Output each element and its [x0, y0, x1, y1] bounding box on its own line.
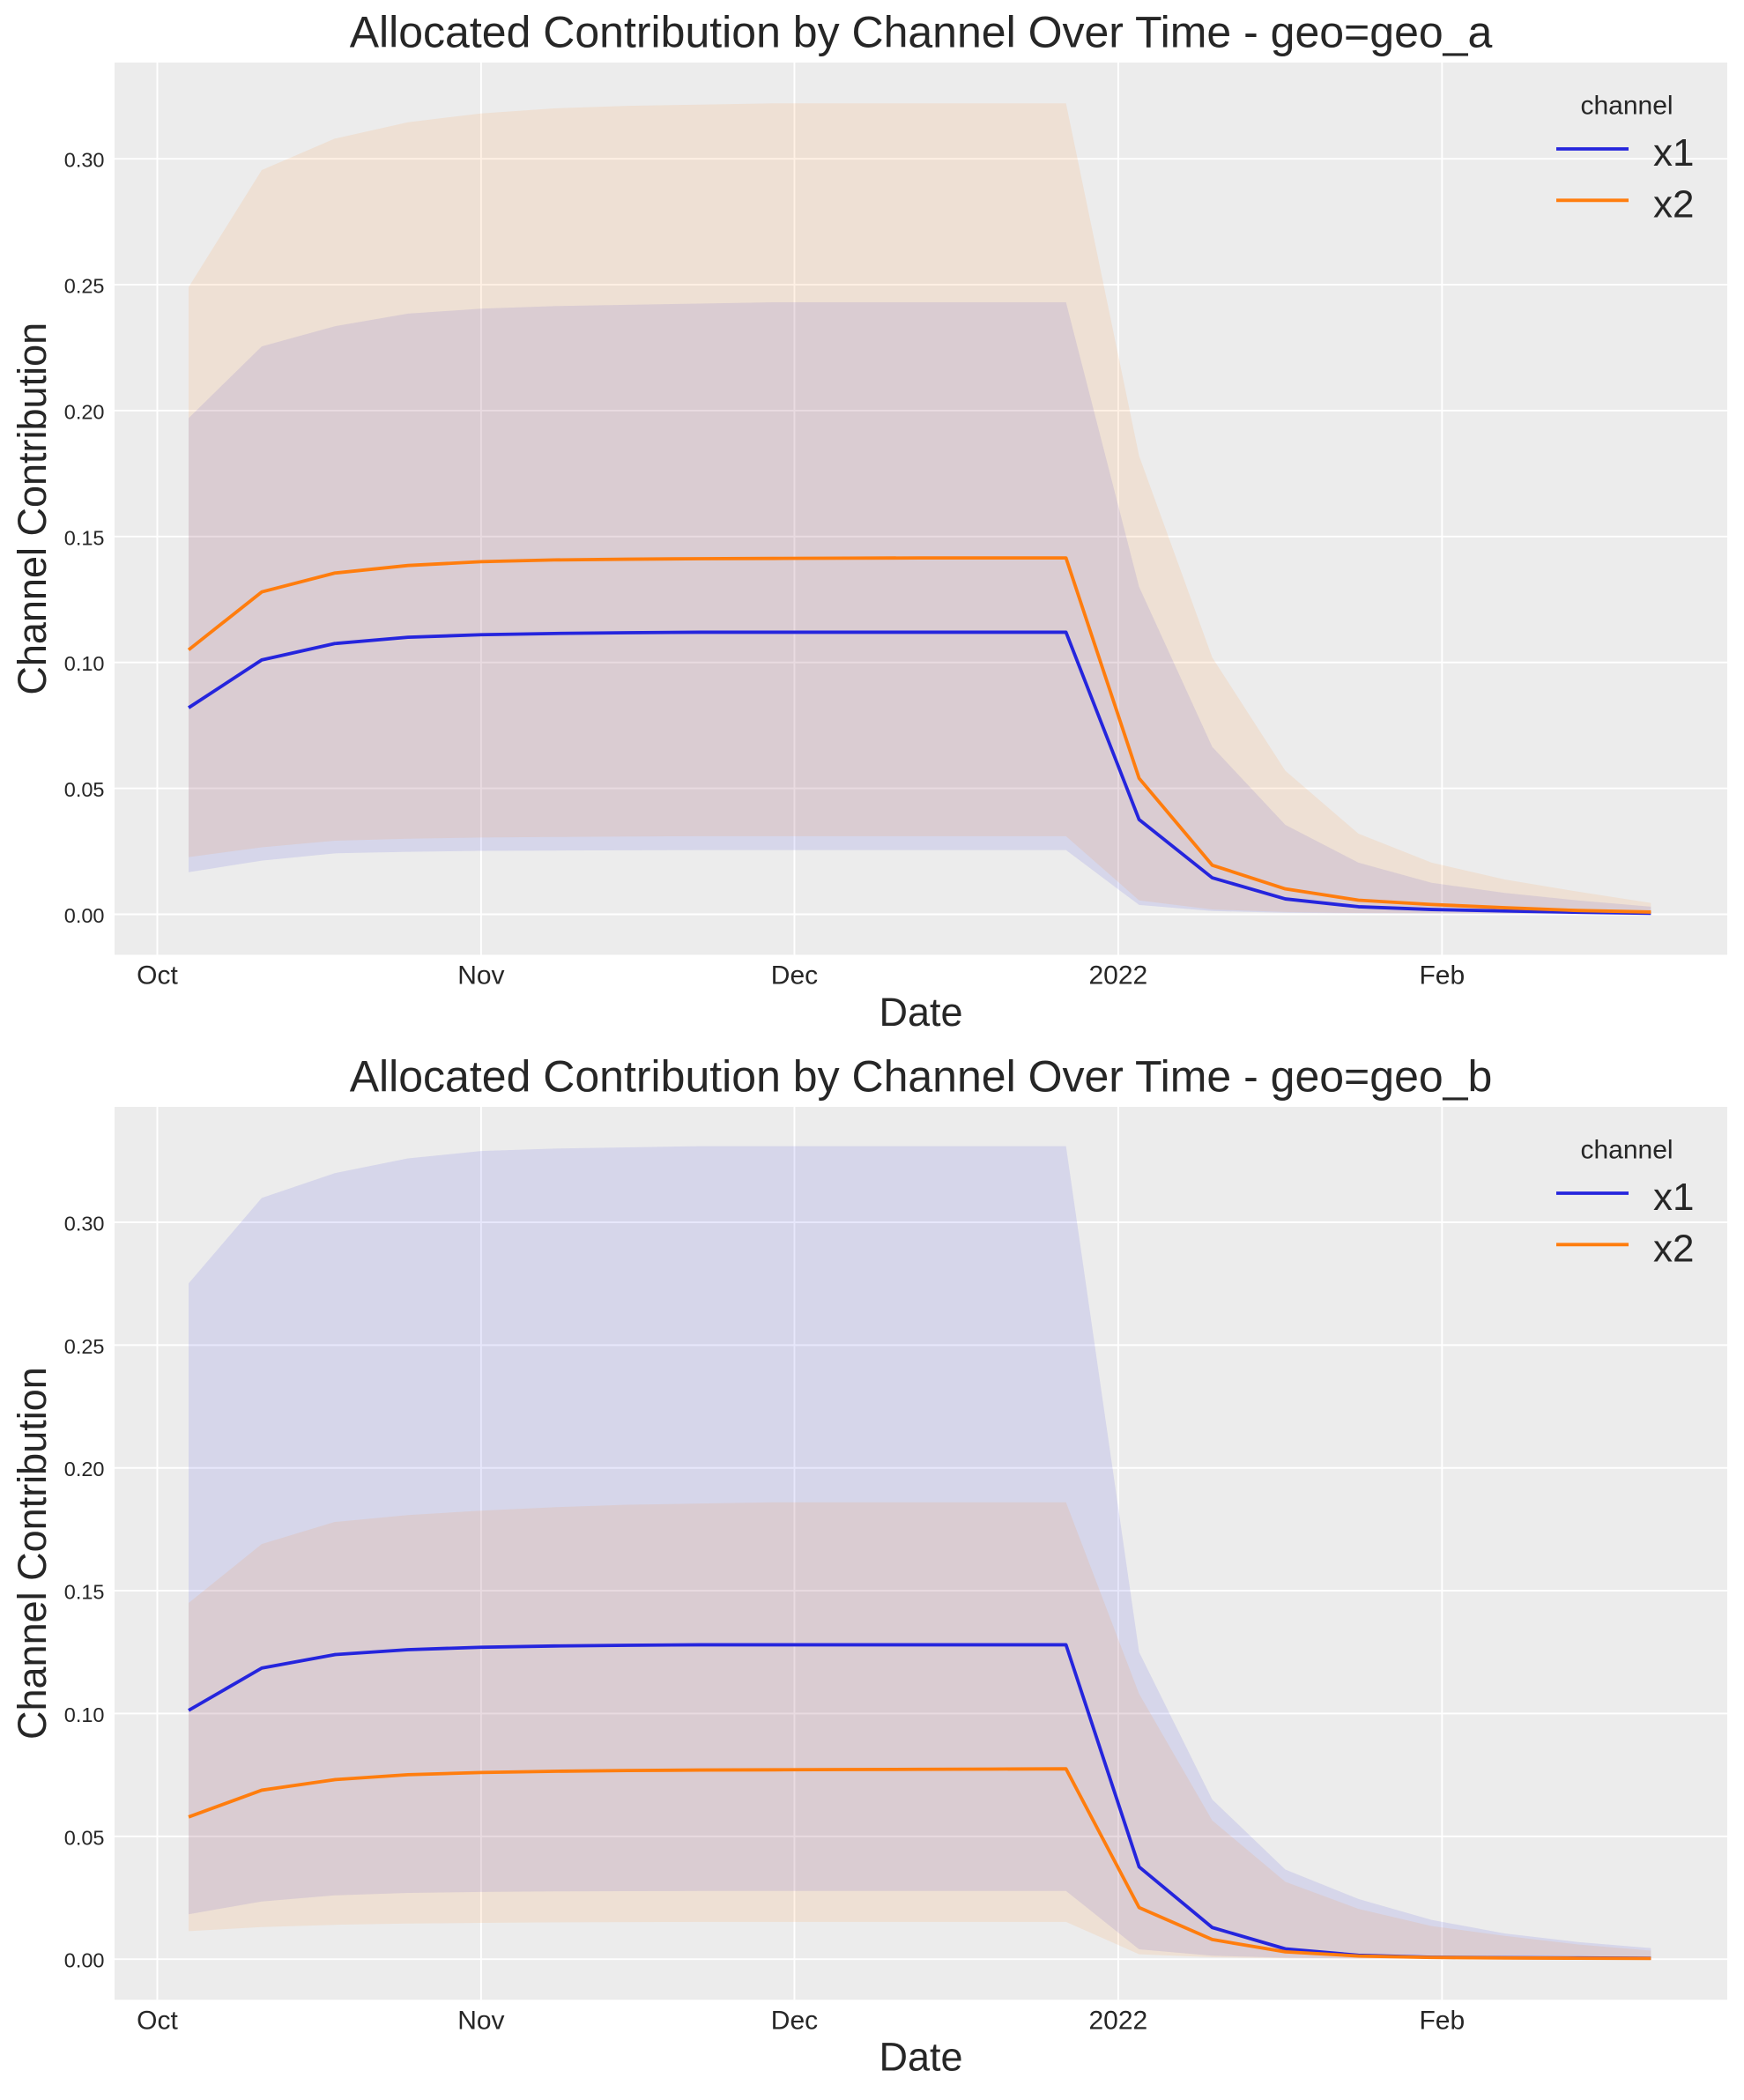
y-axis-label: Channel Contribution: [10, 1367, 55, 1740]
series-line-x1: [187, 630, 1651, 916]
x-tick-label: Oct: [137, 961, 178, 991]
axes-background: [115, 63, 1727, 955]
y-axis-label: Channel Contribution: [10, 323, 55, 695]
legend-label-x1: x1: [1653, 131, 1694, 174]
x-tick-label: 2022: [1089, 961, 1148, 991]
x-tick-label: Oct: [137, 2006, 178, 2035]
subplot-geo-b: Allocated Contribution by Channel Over T…: [10, 1052, 1727, 2080]
y-tick-label: 0.30: [64, 149, 105, 172]
y-tick-label: 0.30: [64, 1213, 105, 1236]
y-tick-label: 0.05: [64, 1826, 105, 1849]
x-tick-label: Nov: [457, 2006, 504, 2035]
subplot-geo-a: Allocated Contribution by Channel Over T…: [10, 8, 1727, 1035]
x-tick-label: Nov: [457, 961, 504, 991]
y-tick-label: 0.05: [64, 778, 105, 801]
legend: channel x1 x2: [1556, 1135, 1694, 1270]
legend-title: channel: [1580, 1135, 1673, 1164]
x-tick-label: Dec: [771, 2006, 818, 2035]
y-tick-label: 0.10: [64, 1703, 105, 1726]
confidence-band-x2: [189, 1502, 1651, 1959]
series-line-x2: [188, 1767, 1651, 1961]
y-tick-label: 0.15: [64, 1581, 105, 1604]
legend-label-x2: x2: [1653, 182, 1694, 226]
legend: channel x1 x2: [1556, 91, 1694, 226]
plot-title: Allocated Contribution by Channel Over T…: [350, 1052, 1493, 1102]
y-tick-label: 0.00: [64, 1949, 105, 1972]
x-tick-label: Dec: [771, 961, 818, 991]
x-axis-label: Date: [879, 990, 962, 1035]
series-line-x2: [187, 556, 1651, 914]
grid: [115, 1107, 1727, 2000]
y-tick-label: 0.10: [64, 652, 105, 675]
plot-title: Allocated Contribution by Channel Over T…: [350, 8, 1493, 57]
y-tick-label: 0.20: [64, 1458, 105, 1480]
confidence-band-x2: [189, 103, 1651, 914]
legend-label-x1: x1: [1653, 1176, 1694, 1219]
grid: [115, 63, 1727, 955]
x-tick-label: 2022: [1089, 2006, 1148, 2035]
x-tick-label: Feb: [1419, 2006, 1465, 2035]
confidence-band-x1: [189, 302, 1651, 915]
y-tick-label: 0.15: [64, 526, 105, 549]
y-tick-label: 0.25: [64, 1335, 105, 1358]
y-tick-label: 0.00: [64, 904, 105, 927]
y-tick-label: 0.25: [64, 275, 105, 298]
legend-title: channel: [1580, 91, 1673, 120]
y-tick-label: 0.20: [64, 400, 105, 423]
legend-label-x2: x2: [1653, 1227, 1694, 1270]
confidence-band-x1: [189, 1146, 1651, 1959]
axes-background: [115, 1107, 1727, 2000]
x-tick-label: Feb: [1419, 961, 1465, 991]
x-axis-label: Date: [879, 2035, 962, 2080]
